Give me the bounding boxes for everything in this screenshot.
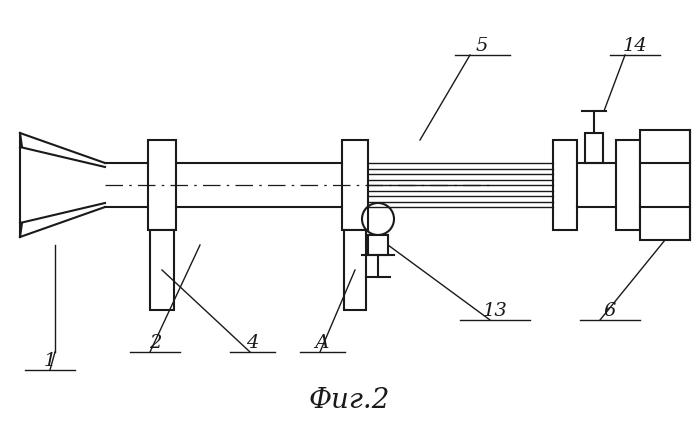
Text: 5: 5	[476, 37, 488, 55]
Text: 6: 6	[604, 302, 617, 320]
Bar	[344, 230, 366, 310]
Text: Фиг.2: Фиг.2	[309, 386, 390, 414]
Bar	[342, 140, 368, 230]
Text: 14: 14	[623, 37, 647, 55]
Text: 1: 1	[44, 352, 56, 370]
Bar	[368, 235, 388, 255]
Text: 13: 13	[482, 302, 507, 320]
Bar	[150, 230, 174, 310]
Text: 4: 4	[246, 334, 258, 352]
Bar	[585, 133, 603, 163]
Bar	[148, 140, 176, 230]
Text: А: А	[315, 334, 329, 352]
Bar	[616, 140, 640, 230]
Text: 2: 2	[149, 334, 161, 352]
Bar	[640, 130, 690, 240]
Bar	[553, 140, 577, 230]
